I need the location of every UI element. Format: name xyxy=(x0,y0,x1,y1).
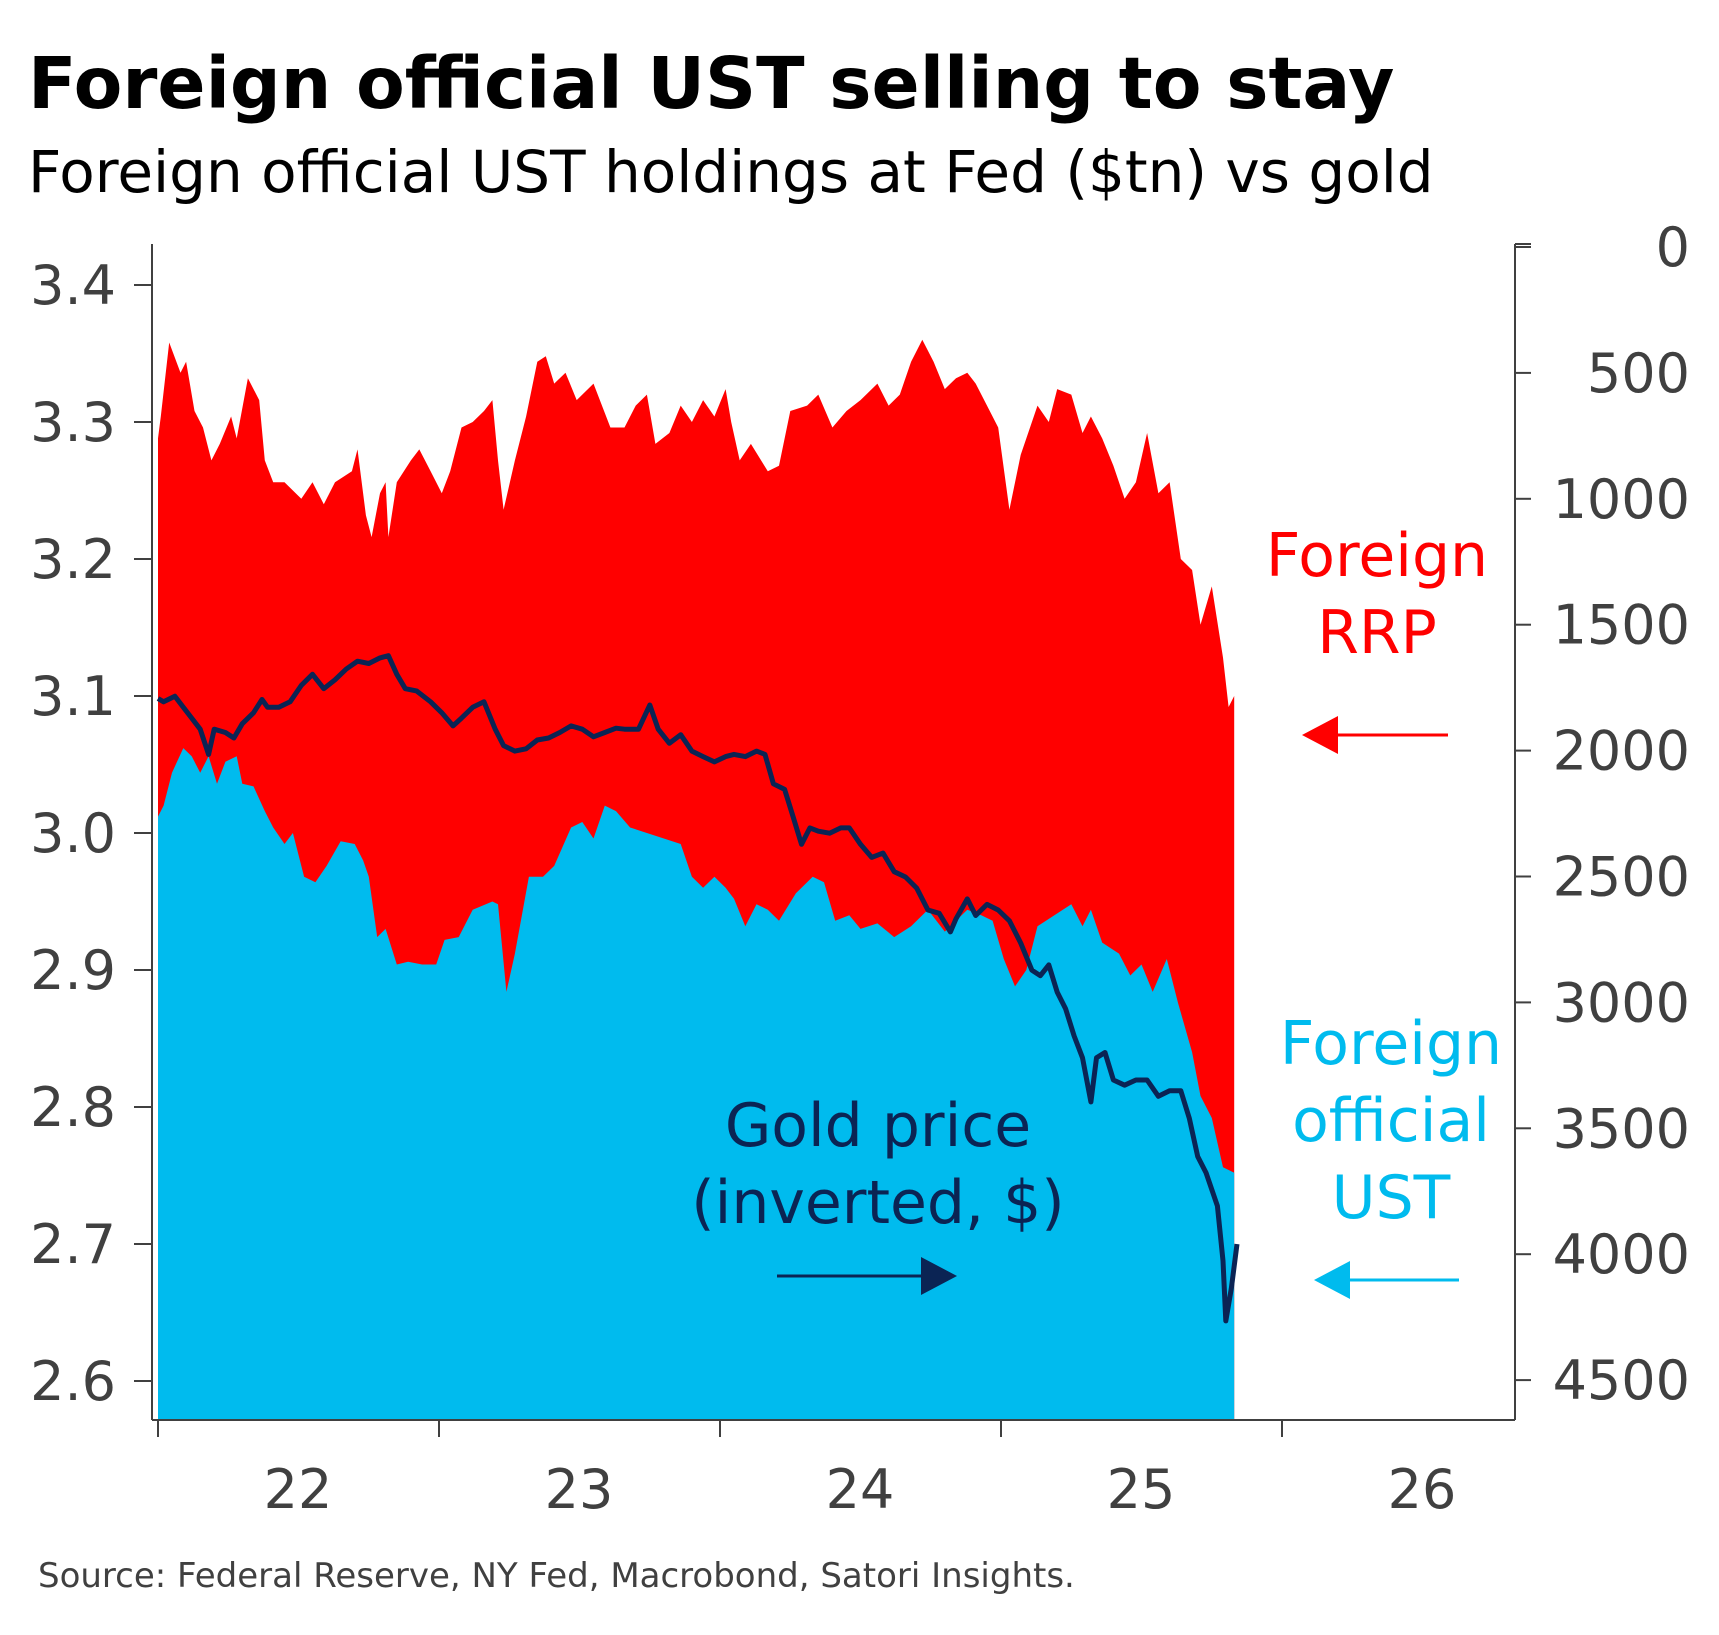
rrp-label: Foreign xyxy=(1266,521,1488,591)
rrp-arrow-head-icon xyxy=(1302,716,1338,754)
ust-label: UST xyxy=(1332,1163,1451,1233)
left-tick-label: 2.8 xyxy=(30,1076,116,1139)
right-tick-label: 1000 xyxy=(1553,468,1690,531)
left-tick-label: 3.4 xyxy=(30,254,116,317)
plot-areas xyxy=(156,339,1240,1420)
axes: 3.4 3.3 3.2 3.1 3.0 2.9 2.8 2.7 2.6 0 500 1000 1500 2… xyxy=(30,216,1690,1521)
ust-area xyxy=(158,748,1235,1420)
gold-label: Gold price xyxy=(725,1091,1031,1161)
x-tick-label: 26 xyxy=(1388,1458,1457,1521)
gold-line xyxy=(156,653,1240,1324)
ust-arrow-head-icon xyxy=(1314,1261,1350,1299)
right-tick-label: 4000 xyxy=(1553,1223,1690,1286)
right-tick-label: 0 xyxy=(1656,216,1690,279)
ust-label: Foreign xyxy=(1280,1009,1502,1079)
left-tick-label: 2.7 xyxy=(30,1213,116,1276)
left-tick-label: 2.6 xyxy=(30,1350,116,1413)
chart-title: Foreign official UST selling to stay xyxy=(28,42,1394,125)
ust-label: official xyxy=(1292,1086,1490,1156)
left-tick-label: 3.3 xyxy=(30,391,116,454)
right-tick-label: 3000 xyxy=(1553,971,1690,1034)
x-tick-label: 24 xyxy=(826,1458,895,1521)
left-tick-label: 2.9 xyxy=(30,939,116,1002)
left-tick-label: 3.0 xyxy=(30,802,116,865)
left-tick-label: 3.1 xyxy=(30,665,116,728)
chart-subtitle: Foreign official UST holdings at Fed ($t… xyxy=(28,138,1434,206)
right-tick-label: 3500 xyxy=(1553,1097,1690,1160)
right-tick-label: 2000 xyxy=(1553,720,1690,783)
left-tick-label: 3.2 xyxy=(30,528,116,591)
source-note: Source: Federal Reserve, NY Fed, Macrobo… xyxy=(38,1556,1075,1596)
x-tick-label: 25 xyxy=(1107,1458,1176,1521)
rrp-label: RRP xyxy=(1317,598,1437,668)
right-tick-label: 2500 xyxy=(1553,846,1690,909)
right-tick-label: 4500 xyxy=(1553,1349,1690,1412)
right-tick-label: 500 xyxy=(1587,342,1690,405)
x-tick-label: 23 xyxy=(545,1458,614,1521)
x-tick-label: 22 xyxy=(264,1458,333,1521)
gold-arrow-head-icon xyxy=(921,1257,957,1295)
right-tick-label: 1500 xyxy=(1553,594,1690,657)
gold-label: (inverted, $) xyxy=(691,1168,1064,1238)
